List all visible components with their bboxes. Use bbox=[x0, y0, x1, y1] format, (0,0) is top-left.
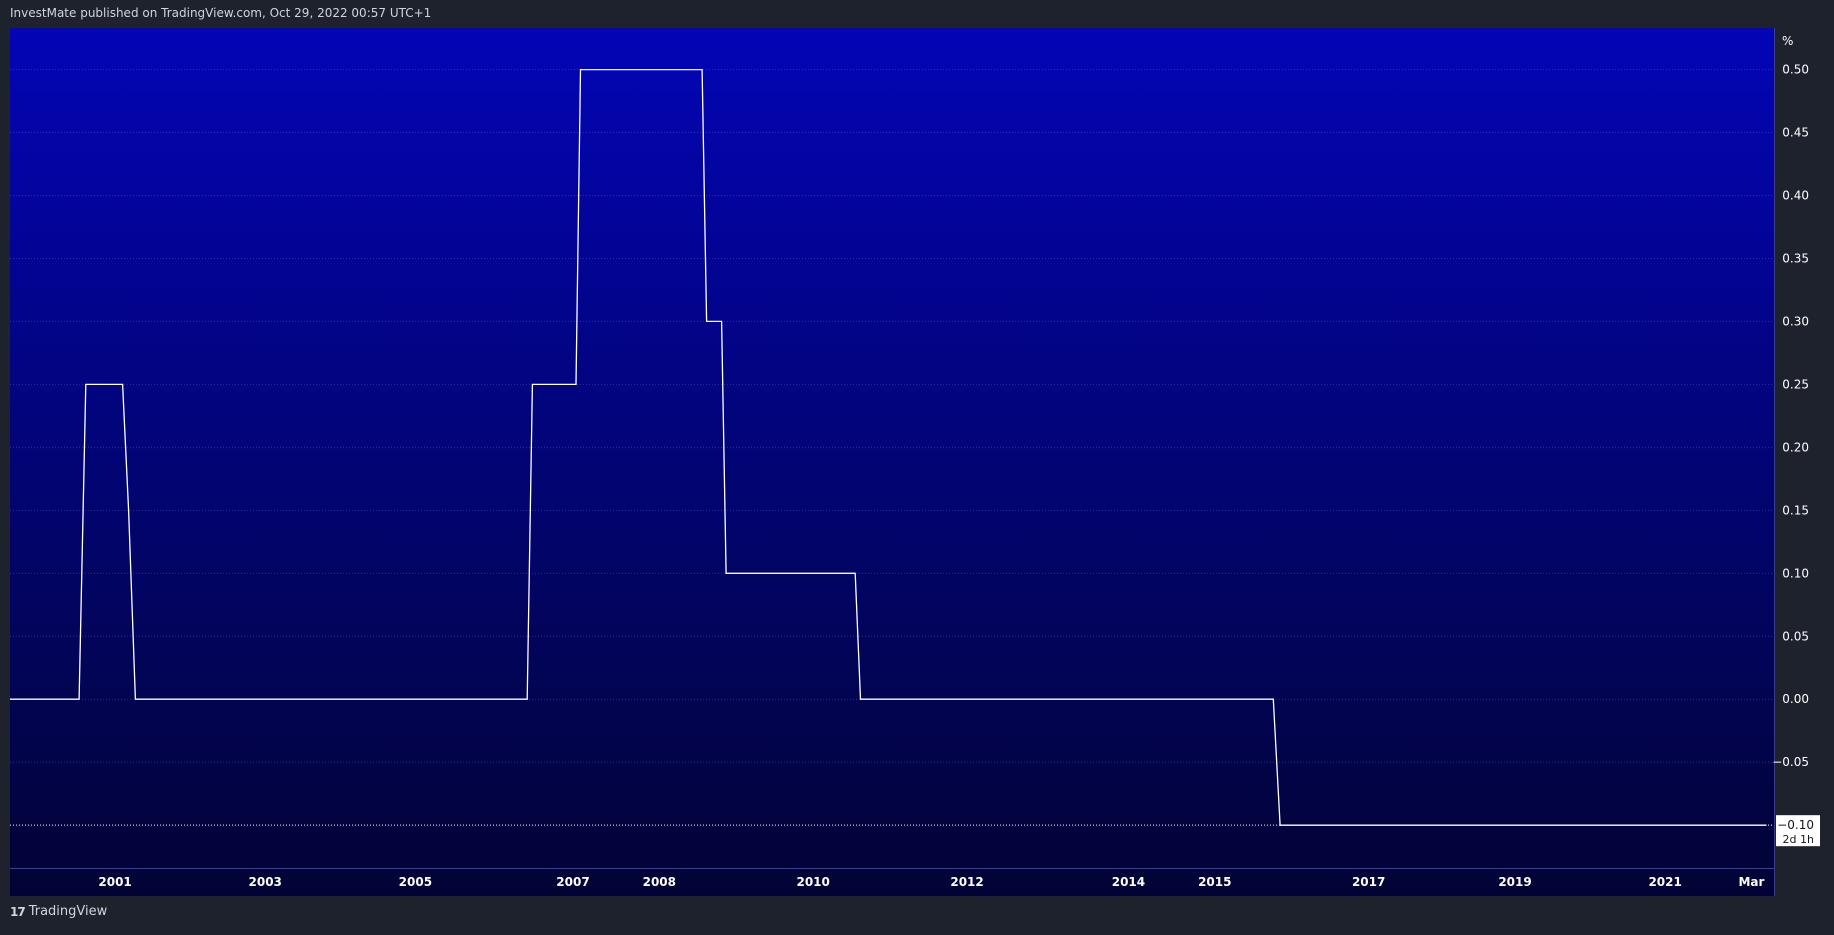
last-value-label: −0.10 bbox=[1777, 818, 1814, 832]
y-tick-label: 0.35 bbox=[1782, 251, 1809, 265]
y-tick-label: 0.15 bbox=[1782, 503, 1809, 517]
series-layer bbox=[10, 68, 1774, 826]
series-line-0 bbox=[10, 68, 1767, 826]
last-value-marker: −0.10 2d 1h bbox=[1776, 815, 1820, 847]
brand-footer[interactable]: 17 TradingView bbox=[10, 904, 107, 919]
x-tick-label: 2014 bbox=[1112, 875, 1145, 889]
price-axis[interactable]: 0.50 0.45 0.40 0.35 0.30 0.25 0.20 0.15 0.10 0.05… bbox=[1772, 63, 1809, 770]
brand-name: TradingView bbox=[28, 904, 108, 919]
x-tick-label: 2007 bbox=[556, 875, 589, 889]
x-tick-label: 2019 bbox=[1498, 875, 1531, 889]
x-tick-label: 2015 bbox=[1198, 875, 1231, 889]
price-unit-label: % bbox=[1782, 34, 1793, 48]
x-tick-label: Mar bbox=[1738, 875, 1764, 889]
y-tick-label: 0.10 bbox=[1782, 566, 1809, 580]
x-tick-label: 2021 bbox=[1648, 875, 1681, 889]
x-tick-label: 2017 bbox=[1352, 875, 1385, 889]
x-tick-label: 2001 bbox=[98, 875, 131, 889]
last-value-countdown: 2d 1h bbox=[1783, 833, 1814, 846]
y-tick-label: 0.40 bbox=[1782, 188, 1809, 202]
x-tick-label: 2010 bbox=[796, 875, 829, 889]
y-tick-label: 0.05 bbox=[1782, 629, 1809, 643]
publisher-caption: InvestMate published on TradingView.com,… bbox=[10, 6, 432, 20]
plot-background bbox=[10, 28, 1774, 896]
x-tick-label: 2003 bbox=[249, 875, 282, 889]
x-tick-label: 2005 bbox=[399, 875, 432, 889]
y-tick-label: −0.05 bbox=[1772, 755, 1809, 769]
y-tick-label: 0.20 bbox=[1782, 440, 1809, 454]
x-tick-label: 2012 bbox=[950, 875, 983, 889]
last-value-box bbox=[1776, 815, 1820, 847]
time-axis[interactable]: 2001 2003 2005 2007 2008 2010 2012 2014 2015 2017… bbox=[98, 875, 1764, 889]
y-tick-label: 0.25 bbox=[1782, 377, 1809, 391]
tradingview-logo-icon: 17 bbox=[10, 904, 26, 919]
y-tick-label: 0.50 bbox=[1782, 63, 1809, 77]
y-tick-label: 0.00 bbox=[1782, 692, 1809, 706]
y-tick-label: 0.30 bbox=[1782, 314, 1809, 328]
x-tick-label: 2008 bbox=[643, 875, 676, 889]
y-tick-label: 0.45 bbox=[1782, 126, 1809, 140]
